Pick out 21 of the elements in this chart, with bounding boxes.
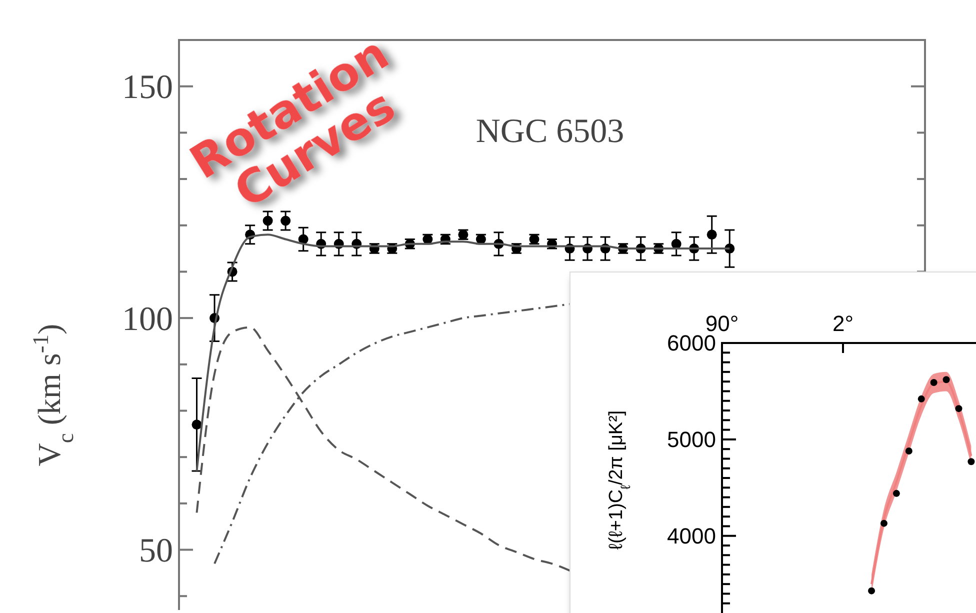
point xyxy=(192,420,202,430)
point xyxy=(955,405,962,412)
point xyxy=(671,238,682,249)
point xyxy=(868,587,876,594)
point xyxy=(918,395,925,402)
point xyxy=(706,230,717,240)
point xyxy=(280,216,291,226)
point xyxy=(892,490,900,497)
point xyxy=(942,376,950,384)
point xyxy=(968,458,975,466)
text: NGC 6503 xyxy=(476,113,624,150)
y-tick-label: 4000 xyxy=(667,524,716,549)
y-tick-label: 5000 xyxy=(667,427,716,452)
point xyxy=(930,379,938,386)
point xyxy=(880,520,888,527)
annotation: 2° xyxy=(832,311,854,336)
y-tick-label: 150 xyxy=(122,69,173,106)
point xyxy=(905,448,912,454)
point xyxy=(262,216,273,226)
y-tick-label: 50 xyxy=(139,532,173,570)
y-tick-label: 100 xyxy=(122,300,173,338)
